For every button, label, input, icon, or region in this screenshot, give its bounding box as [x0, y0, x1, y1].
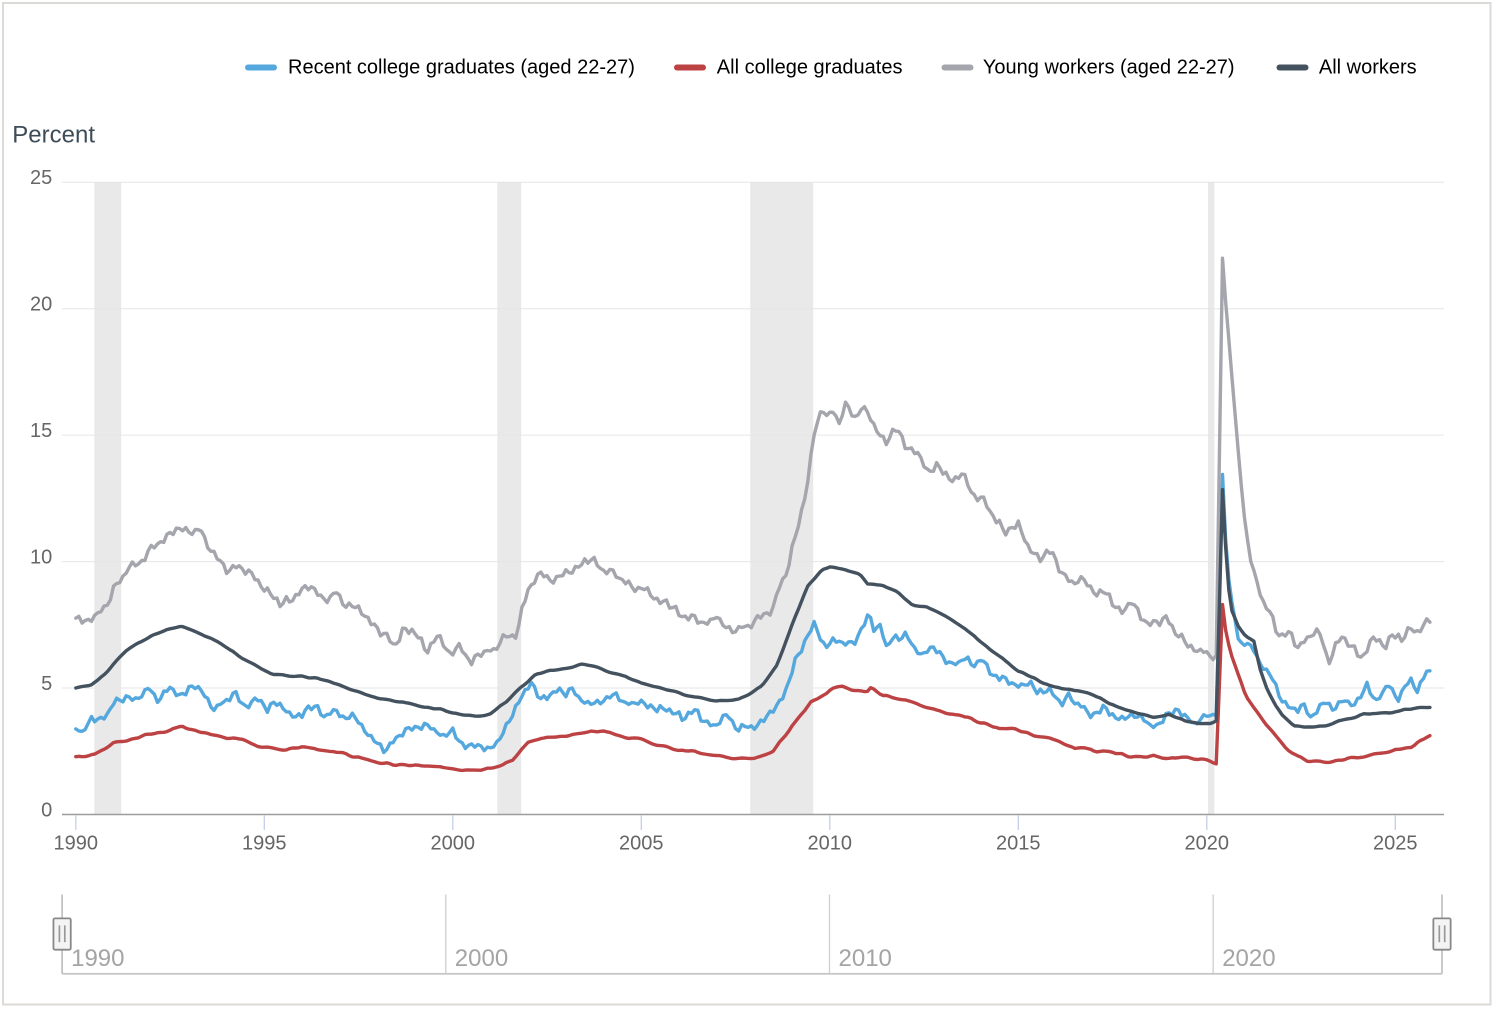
- svg-text:25: 25: [30, 167, 52, 189]
- svg-text:2010: 2010: [808, 833, 853, 855]
- svg-text:1990: 1990: [71, 945, 124, 972]
- svg-text:Percent: Percent: [12, 122, 95, 149]
- svg-text:1995: 1995: [242, 833, 287, 855]
- svg-text:Recent college graduates (aged: Recent college graduates (aged 22-27): [288, 57, 635, 79]
- svg-text:2025: 2025: [1373, 833, 1418, 855]
- svg-text:2005: 2005: [619, 833, 664, 855]
- svg-text:15: 15: [30, 420, 52, 442]
- svg-text:2020: 2020: [1222, 945, 1275, 972]
- svg-text:2015: 2015: [996, 833, 1041, 855]
- svg-text:All workers: All workers: [1319, 57, 1417, 79]
- svg-text:2020: 2020: [1185, 833, 1230, 855]
- svg-text:2010: 2010: [839, 945, 892, 972]
- svg-text:0: 0: [41, 799, 52, 821]
- svg-text:2000: 2000: [431, 833, 476, 855]
- svg-text:20: 20: [30, 294, 52, 316]
- svg-text:10: 10: [30, 546, 52, 568]
- svg-text:1990: 1990: [54, 833, 99, 855]
- svg-text:All college graduates: All college graduates: [717, 57, 903, 79]
- svg-text:5: 5: [41, 673, 52, 695]
- svg-text:Young workers (aged 22-27): Young workers (aged 22-27): [983, 57, 1235, 79]
- svg-text:2000: 2000: [455, 945, 508, 972]
